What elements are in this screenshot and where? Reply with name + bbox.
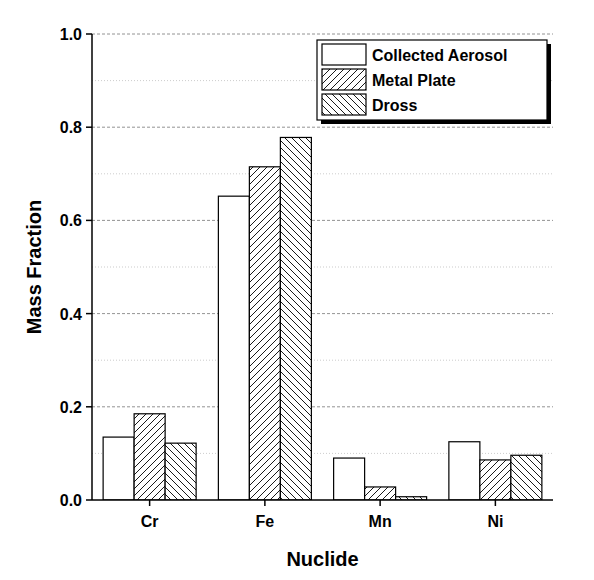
y-tick-label: 0.0 [60,492,82,509]
minor-grid-line [92,360,553,361]
y-tick [86,33,92,35]
bar [218,196,249,500]
legend-box [317,40,547,120]
y-tick [86,499,92,501]
grid-line [92,34,553,35]
bar [365,487,396,500]
bar [334,458,365,500]
bar [280,137,311,500]
chart-svg: 0.0 0.2 0.4 0.6 0.8 1.0 Cr Fe Mn Ni Nuclide Mass Fr… [0,0,594,580]
minor-grid-line [92,173,553,174]
x-tick-label: Mn [369,513,392,530]
bar [103,437,134,500]
y-tick-label: 0.2 [60,399,82,416]
y-tick-label: 1.0 [60,26,82,43]
y-tick-label: 0.6 [60,212,82,229]
x-tick-label: Fe [256,513,275,530]
legend-swatch [322,94,366,115]
y-axis-line [91,34,93,500]
legend-label: Dross [372,97,417,114]
y-tick-label: 0.8 [60,119,82,136]
y-tick [86,220,92,222]
bar [449,442,480,500]
chart-container: 0.0 0.2 0.4 0.6 0.8 1.0 Cr Fe Mn Ni Nuclide Mass Fr… [0,0,594,580]
legend-label: Metal Plate [372,72,456,89]
minor-grid-line [92,267,553,268]
grid-line [92,313,553,314]
bar [480,460,511,500]
legend-swatch [322,69,366,90]
y-tick-label: 0.4 [60,306,82,323]
bars [103,137,542,500]
x-axis-label: Nuclide [286,548,358,570]
y-tick [86,126,92,128]
x-tick [149,500,151,506]
grid-line [92,127,553,128]
y-axis-label: Mass Fraction [23,200,45,334]
x-tick-label: Ni [487,513,503,530]
legend-swatch [322,44,366,65]
legend-label: Collected Aerosol [372,47,507,64]
x-tick [379,500,381,506]
x-axis-line [92,499,553,501]
legend: Collected Aerosol Metal Plate Dross [317,40,551,124]
bar [249,167,280,500]
bar [134,414,165,500]
axes: 0.0 0.2 0.4 0.6 0.8 1.0 Cr Fe Mn Ni [60,26,553,530]
y-tick [86,406,92,408]
y-tick [86,313,92,315]
x-tick [495,500,497,506]
bar [511,455,542,500]
grid-line [92,406,553,407]
x-tick-label: Cr [141,513,159,530]
grid-line [92,220,553,221]
x-tick [264,500,266,506]
bar [165,443,196,500]
grid [92,34,553,453]
